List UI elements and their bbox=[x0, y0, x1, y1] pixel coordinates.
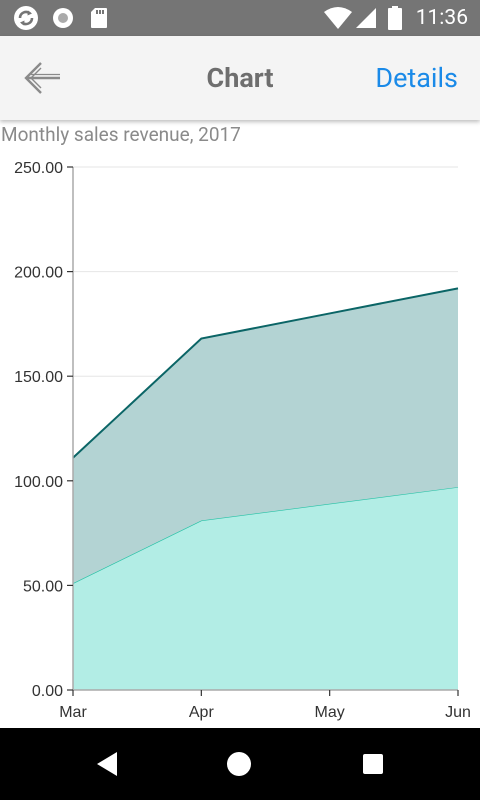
clock: 11:36 bbox=[415, 6, 468, 30]
navigation-bar bbox=[0, 728, 480, 800]
wifi-icon bbox=[322, 0, 354, 36]
chart-title: Monthly sales revenue, 2017 bbox=[1, 123, 241, 146]
area-series-2 bbox=[73, 288, 458, 584]
y-tick-label: 50.00 bbox=[23, 578, 63, 595]
y-tick-label: 100.00 bbox=[14, 474, 63, 491]
x-tick-label: May bbox=[315, 704, 345, 721]
area-series-1 bbox=[73, 487, 458, 690]
action-bar: Chart Details bbox=[0, 36, 480, 120]
triangle-back-icon bbox=[97, 752, 117, 776]
sd-card-icon bbox=[88, 0, 110, 36]
nav-recents-button[interactable] bbox=[349, 740, 397, 788]
arrow-left-icon bbox=[24, 62, 60, 94]
y-tick-label: 250.00 bbox=[14, 160, 63, 177]
line-series-2 bbox=[72, 287, 459, 459]
y-tick-label: 200.00 bbox=[14, 265, 63, 282]
nav-home-button[interactable] bbox=[215, 740, 263, 788]
record-icon bbox=[50, 0, 76, 36]
square-recents-icon bbox=[363, 754, 383, 774]
area-chart: 0.00 50.00 100.00 150.00 200.00 250.00 Mar Apr M… bbox=[14, 160, 471, 721]
x-tick-label: Apr bbox=[189, 704, 215, 721]
chart-area: 0.00 50.00 100.00 150.00 200.00 250.00 Mar Apr M… bbox=[0, 150, 480, 728]
x-tick-label: Mar bbox=[59, 704, 87, 721]
cell-signal-icon bbox=[354, 0, 378, 36]
circle-home-icon bbox=[227, 752, 251, 776]
sync-icon bbox=[12, 0, 40, 36]
status-bar: 11:36 bbox=[0, 0, 480, 36]
nav-back-button[interactable] bbox=[83, 740, 131, 788]
y-tick-label: 150.00 bbox=[14, 369, 63, 386]
battery-icon bbox=[386, 0, 404, 36]
back-button[interactable] bbox=[18, 54, 66, 102]
y-tick-label: 0.00 bbox=[32, 683, 63, 700]
details-button[interactable]: Details bbox=[375, 62, 458, 94]
x-tick-label: Jun bbox=[445, 704, 471, 721]
